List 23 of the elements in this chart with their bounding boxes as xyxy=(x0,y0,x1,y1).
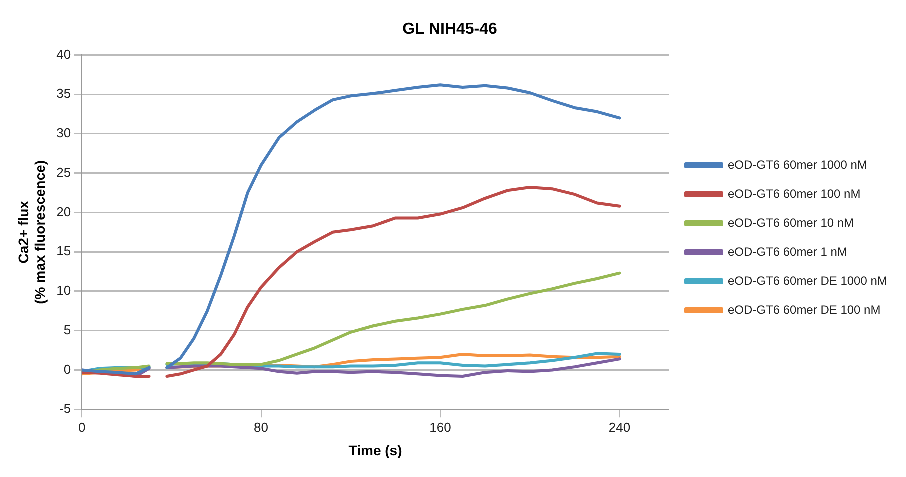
y-tick-label: -5 xyxy=(59,401,72,416)
y-tick-label: 5 xyxy=(64,322,72,338)
legend-label: eOD-GT6 60mer 1000 nM xyxy=(728,158,868,172)
y-tick-label: 10 xyxy=(56,283,72,298)
y-tick-label: 20 xyxy=(56,204,72,220)
legend-label: eOD-GT6 60mer 10 nM xyxy=(728,216,854,230)
legend-label: eOD-GT6 60mer DE 100 nM xyxy=(728,302,881,317)
y-tick-label: 40 xyxy=(56,46,72,62)
x-tick-label: 240 xyxy=(608,420,631,435)
y-axis-title: Ca2+ flux (% max fluorescence) xyxy=(15,160,48,304)
chart-title: GL NIH45-46 xyxy=(402,21,498,38)
x-tick-label: 160 xyxy=(430,420,452,435)
y-tick-label: 25 xyxy=(56,164,72,180)
legend-label: eOD-GT6 60mer DE 1000 nM xyxy=(728,274,888,288)
x-tick-label: 0 xyxy=(78,420,86,435)
legend-label: eOD-GT6 60mer 100 nM xyxy=(728,186,861,201)
y-tick-label: 15 xyxy=(56,244,72,259)
y-tick-label: 35 xyxy=(56,86,72,102)
y-tick-label: 0 xyxy=(64,362,72,377)
x-axis-title: Time (s) xyxy=(348,442,402,458)
x-tick-label: 80 xyxy=(254,420,269,435)
legend-label: eOD-GT6 60mer 1 nM xyxy=(728,244,848,259)
y-tick-label: 30 xyxy=(56,126,72,141)
